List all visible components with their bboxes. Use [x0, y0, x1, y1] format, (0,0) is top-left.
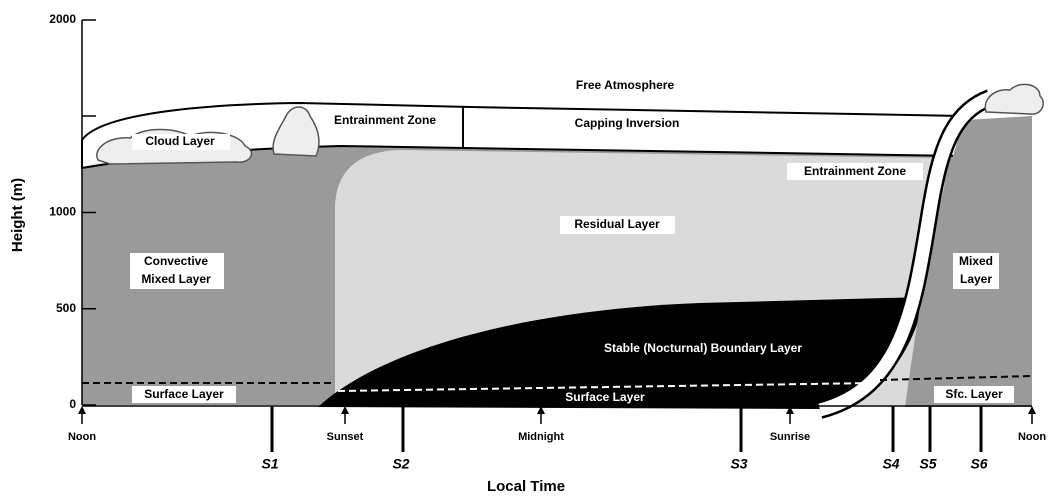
region-label: Entrainment Zone [334, 113, 436, 127]
region-label: Cloud Layer [145, 134, 215, 148]
label-box [787, 163, 923, 180]
arrow-head [1028, 406, 1036, 414]
label-box [130, 253, 224, 289]
region-label: Surface Layer [144, 387, 224, 401]
label-box [953, 253, 999, 289]
arrow-head [786, 406, 794, 414]
arrow-head [341, 406, 349, 414]
label-box [560, 216, 675, 234]
region-label: Layer [960, 272, 992, 286]
entrainment-band [818, 91, 993, 417]
station-label: S4 [882, 456, 899, 472]
surface-layer-top [337, 382, 876, 392]
x-axis-title: Local Time [487, 478, 565, 495]
region-label: Stable (Nocturnal) Boundary Layer [604, 341, 802, 355]
station-label: S5 [919, 456, 936, 472]
region-label: Residual Layer [574, 217, 660, 231]
station-label: S6 [970, 456, 987, 472]
time-label: Noon [68, 431, 96, 443]
label-box [132, 386, 236, 403]
time-label: Noon [1018, 431, 1046, 443]
y-tick-label: 0 [69, 397, 76, 411]
station-label: S3 [730, 456, 747, 472]
y-axis-title: Height (m) [9, 178, 26, 252]
station-label: S1 [261, 456, 278, 472]
y-tick-label: 500 [56, 301, 76, 315]
time-label: Sunset [327, 431, 364, 443]
region-label: Mixed Layer [141, 272, 211, 286]
label-box [322, 112, 462, 131]
cloud [272, 106, 320, 157]
region-label: Surface Layer [565, 390, 645, 404]
region-label: Entrainment Zone [804, 164, 906, 178]
region-label: Sfc. Layer [945, 387, 1003, 401]
time-label: Sunrise [770, 431, 810, 443]
y-tick-label: 1000 [49, 205, 76, 219]
region-label: Free Atmosphere [576, 78, 675, 92]
region-label: Convective [144, 254, 208, 268]
surface-layer-top [879, 375, 1033, 381]
stable-layer-area [318, 297, 925, 409]
y-tick-label: 2000 [49, 12, 76, 26]
label-box [132, 134, 230, 150]
arrow-head [537, 406, 545, 414]
label-box [934, 386, 1014, 403]
arrow-head [78, 406, 86, 414]
cloud [984, 83, 1044, 115]
region-label: Capping Inversion [575, 116, 680, 130]
time-label: Midnight [518, 431, 564, 443]
station-label: S2 [392, 456, 409, 472]
region-label: Mixed [959, 254, 993, 268]
